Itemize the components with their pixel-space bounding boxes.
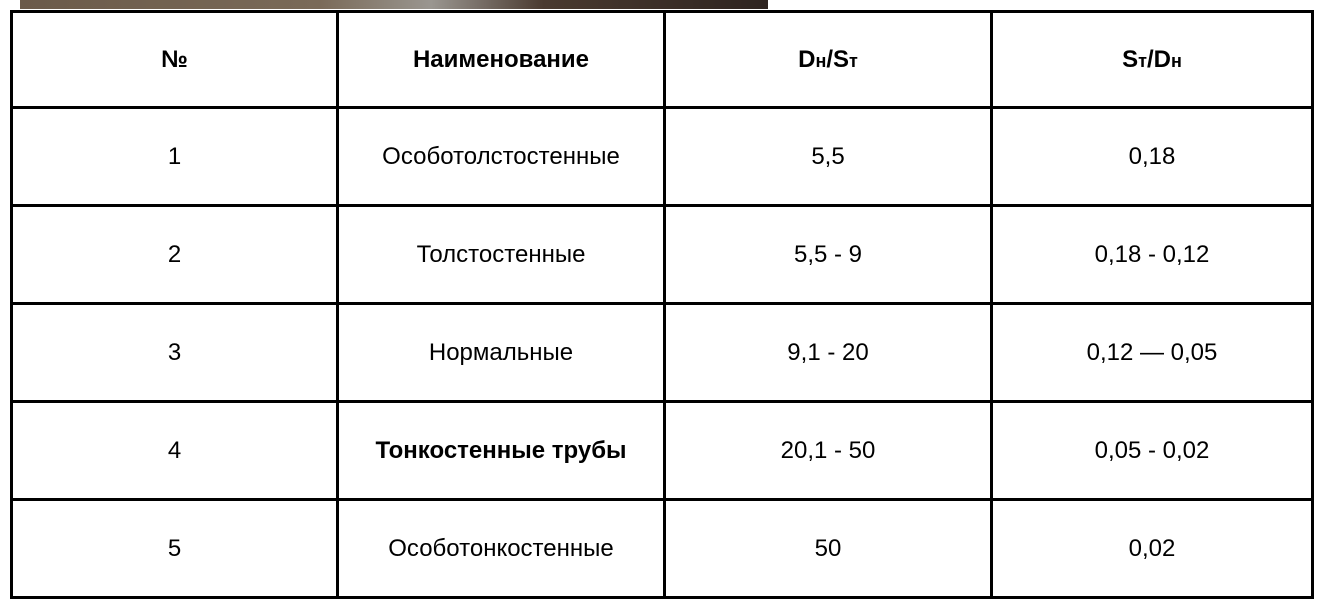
cell-st-dn: 0,05 - 0,02: [990, 400, 1314, 501]
cropped-photo: [20, 0, 768, 9]
pipe-classification-table: № Наименование Dн/Sт Sт/Dн 1 Особотолстос…: [10, 10, 1314, 599]
table-row: 1 Особотолстостенные 5,5 0,18: [10, 106, 1314, 207]
cell-dn-st: 9,1 - 20: [663, 302, 993, 403]
cell-name: Особотонкостенные: [336, 498, 666, 599]
cell-name: Тонкостенные трубы: [336, 400, 666, 501]
cell-dn-st: 5,5: [663, 106, 993, 207]
cell-num: 2: [10, 204, 339, 305]
table-row: 4 Тонкостенные трубы 20,1 - 50 0,05 - 0,02: [10, 400, 1314, 501]
table-row: 5 Особотонкостенные 50 0,02: [10, 498, 1314, 599]
header-st-dn: Sт/Dн: [990, 10, 1314, 109]
cell-num: 5: [10, 498, 339, 599]
cell-num: 1: [10, 106, 339, 207]
cell-st-dn: 0,18: [990, 106, 1314, 207]
cell-num: 4: [10, 400, 339, 501]
cell-dn-st: 50: [663, 498, 993, 599]
cell-num: 3: [10, 302, 339, 403]
cell-name: Особотолстостенные: [336, 106, 666, 207]
header-row: № Наименование Dн/Sт Sт/Dн: [10, 10, 1314, 109]
cell-name: Нормальные: [336, 302, 666, 403]
cell-dn-st: 20,1 - 50: [663, 400, 993, 501]
cell-st-dn: 0,12 — 0,05: [990, 302, 1314, 403]
header-num: №: [10, 10, 339, 109]
header-dn-st: Dн/Sт: [663, 10, 993, 109]
cell-name: Толстостенные: [336, 204, 666, 305]
cell-st-dn: 0,18 - 0,12: [990, 204, 1314, 305]
cell-dn-st: 5,5 - 9: [663, 204, 993, 305]
table-row: 3 Нормальные 9,1 - 20 0,12 — 0,05: [10, 302, 1314, 403]
table-row: 2 Толстостенные 5,5 - 9 0,18 - 0,12: [10, 204, 1314, 305]
cell-st-dn: 0,02: [990, 498, 1314, 599]
header-name: Наименование: [336, 10, 666, 109]
